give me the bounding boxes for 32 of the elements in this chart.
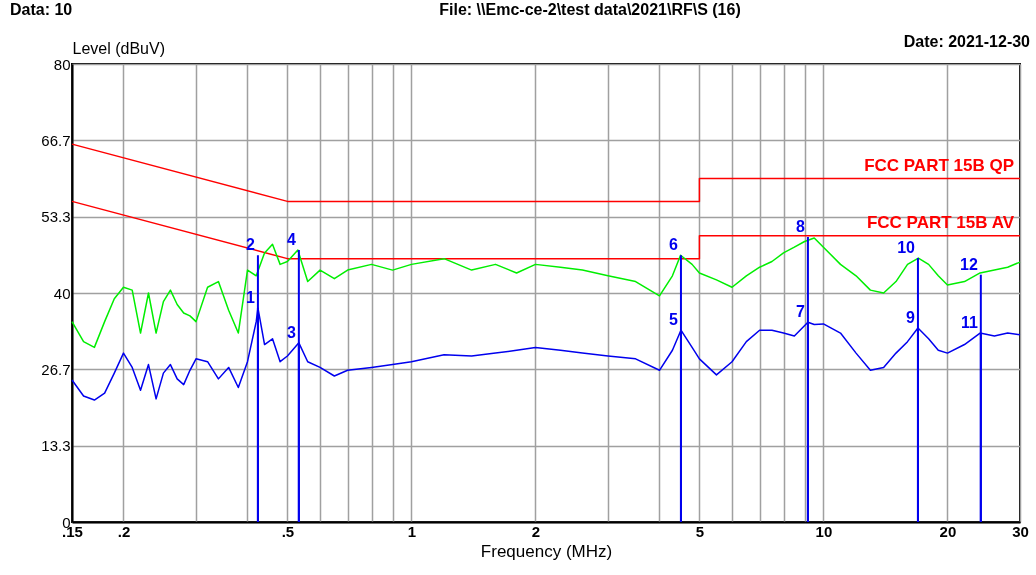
y-tick-label: 53.3 (41, 208, 71, 226)
text: Date: 2021-12-30 (903, 33, 1031, 50)
x-axis-title: Frequency (MHz) (480, 541, 613, 561)
x-tick-label: .2 (117, 522, 131, 540)
y-axis-title: Level (dBuV) (72, 39, 165, 57)
y-tick-label: 66.7 (41, 131, 71, 149)
y-tick-label: 80 (53, 55, 71, 73)
y-tick-label: 13.3 (41, 437, 71, 455)
y-tick-label: 26.7 (41, 360, 71, 378)
y-tick-label: 40 (53, 284, 71, 302)
x-tick-label: 1 (407, 522, 417, 540)
series-label: FCC PART 15B AV (866, 212, 1015, 232)
annotation: 10 (897, 239, 916, 257)
annotation: 11 (960, 314, 978, 332)
annotation: 3 (286, 323, 296, 341)
annotation: 8 (796, 217, 806, 235)
x-tick-label: 20 (939, 522, 957, 540)
series-label: FCC PART 15B QP (864, 155, 1014, 175)
annotation: 6 (669, 236, 679, 254)
annotation: 7 (796, 303, 806, 321)
x-tick-label: .5 (281, 522, 295, 540)
x-tick-label: 2 (531, 522, 541, 540)
text: File: \\Emc-ce-2\test data\2021\RF\S (16) (439, 1, 741, 18)
x-tick-label: 5 (695, 522, 705, 540)
x-tick-label: 30 (1012, 522, 1029, 540)
annotation: 4 (286, 231, 296, 249)
annotation: 1 (246, 288, 256, 306)
text: Data: 10 (10, 1, 73, 18)
annotation: 9 (906, 308, 916, 326)
annotation: 12 (960, 255, 978, 273)
x-tick-label: 10 (815, 522, 833, 540)
annotation: 5 (669, 311, 679, 329)
